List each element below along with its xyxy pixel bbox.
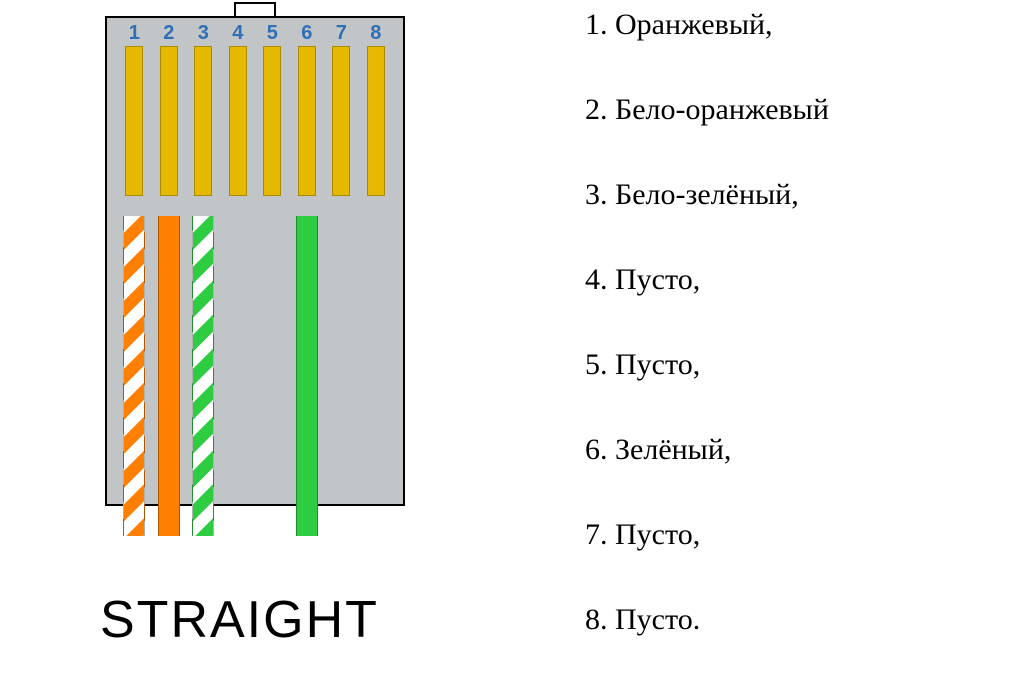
pin-legend: Оранжевый, Бело-оранжевый Бело-зелёный, Пус…: [575, 8, 1005, 636]
contact-slot: [152, 46, 187, 196]
legend-item: Зелёный,: [615, 433, 1005, 466]
contact-slot: [186, 46, 221, 196]
legend-item: Бело-оранжевый: [615, 93, 1005, 126]
wire-slot: [255, 216, 290, 536]
contact-pin: [229, 46, 247, 196]
legend-item: Оранжевый,: [615, 8, 1005, 41]
pin-number: 4: [221, 22, 256, 45]
wire-slot: [359, 216, 394, 536]
wire-slot: [186, 216, 221, 536]
contact-slot: [255, 46, 290, 196]
contact-slot: [117, 46, 152, 196]
wire-green: [296, 216, 318, 536]
contact-pin: [367, 46, 385, 196]
rj45-connector: 12345678: [105, 16, 405, 506]
contact-pin: [263, 46, 281, 196]
wire-orange: [158, 216, 180, 536]
wire-white-green: [192, 216, 214, 536]
legend-item: Бело-зелёный,: [615, 178, 1005, 211]
wires-row: [105, 216, 405, 536]
connector-clip: [234, 2, 276, 16]
contact-pin: [125, 46, 143, 196]
legend-item: Пусто.: [615, 603, 1005, 636]
contacts-row: [105, 46, 405, 196]
wire-slot: [324, 216, 359, 536]
legend-item: Пусто,: [615, 518, 1005, 551]
contact-slot: [359, 46, 394, 196]
wire-slot: [152, 216, 187, 536]
pin-number: 1: [117, 22, 152, 45]
legend-item: Пусто,: [615, 263, 1005, 296]
pin-number: 3: [186, 22, 221, 45]
contact-pin: [332, 46, 350, 196]
pin-number: 8: [359, 22, 394, 45]
contact-pin: [298, 46, 316, 196]
contact-slot: [324, 46, 359, 196]
pin-number: 5: [255, 22, 290, 45]
wire-white-orange: [123, 216, 145, 536]
pin-number: 6: [290, 22, 325, 45]
diagram-label: STRAIGHT: [100, 590, 379, 650]
rj45-diagram: 12345678 STRAIGHT: [30, 0, 480, 683]
legend-list: Оранжевый, Бело-оранжевый Бело-зелёный, Пус…: [575, 8, 1005, 636]
pin-number: 2: [152, 22, 187, 45]
contact-pin: [160, 46, 178, 196]
contact-pin: [194, 46, 212, 196]
wire-slot: [290, 216, 325, 536]
contact-slot: [290, 46, 325, 196]
wire-slot: [221, 216, 256, 536]
pin-numbers-row: 12345678: [105, 22, 405, 45]
legend-item: Пусто,: [615, 348, 1005, 381]
pin-number: 7: [324, 22, 359, 45]
wire-slot: [117, 216, 152, 536]
contact-slot: [221, 46, 256, 196]
